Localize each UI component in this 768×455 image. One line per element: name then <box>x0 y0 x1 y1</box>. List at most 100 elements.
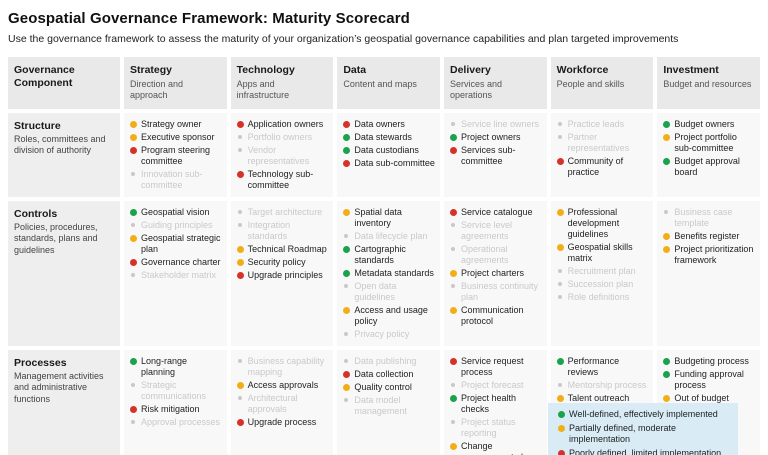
item-label: Project portfolio sub-committee <box>674 131 737 153</box>
status-dot-green-icon <box>130 357 137 365</box>
item-label: Geospatial vision <box>141 206 210 217</box>
column-header-technology: Technology Apps and infrastructure <box>230 57 334 109</box>
item-label: Partially defined, moderate implementati… <box>569 423 677 444</box>
status-dot-yellow-icon <box>663 232 671 240</box>
scorecard-item: Partner representatives <box>557 132 649 154</box>
item-label: Quality control <box>354 381 412 392</box>
status-dot-inactive-icon <box>344 358 349 363</box>
item-label: Geospatial skills matrix <box>567 241 633 263</box>
scorecard-cell-processes-strategy: Long-range planning Strategic communicati… <box>124 349 227 455</box>
scorecard-item: Strategic communications <box>130 380 222 402</box>
scorecard-cell-controls-investment: Business case template Benefits register P… <box>657 200 760 346</box>
status-dot-green-icon <box>663 357 671 365</box>
status-dot-inactive-icon <box>557 382 562 387</box>
status-dot-inactive-icon <box>237 395 242 400</box>
item-label: Spatial data inventory <box>354 206 402 228</box>
status-dot-yellow-icon <box>236 258 244 266</box>
row-description: Policies, procedures, standards, plans a… <box>14 221 98 256</box>
status-dot-inactive-icon <box>450 419 455 424</box>
scorecard-item: Metadata standards <box>343 268 435 279</box>
status-dot-inactive-icon <box>131 419 135 424</box>
scorecard-cell-controls-data: Spatial data inventory Data lifecycle pla… <box>337 200 440 346</box>
scorecard-cell-structure-data: Data owners Data stewards Data custodians D… <box>337 112 440 197</box>
scorecard-item: Technical Roadmap <box>236 244 329 255</box>
item-label: Service request process <box>460 355 524 377</box>
status-dot-yellow-icon <box>663 245 671 253</box>
scorecard-item: Practice leads <box>557 119 649 130</box>
scorecard-item: Upgrade principles <box>236 270 329 281</box>
column-header-workforce: Workforce People and skills <box>550 57 654 109</box>
item-label: Upgrade process <box>247 416 317 427</box>
item-label: Cartographic standards <box>354 243 406 265</box>
status-dot-red-icon <box>556 157 564 165</box>
column-title: Workforce <box>556 64 609 76</box>
status-dot-inactive-icon <box>237 134 242 139</box>
item-label: Service level agreements <box>460 219 513 241</box>
row-title: Controls <box>14 207 58 220</box>
scorecard-item: Succession plan <box>557 279 649 290</box>
scorecard-cell-processes-delivery: Service request process Project forecast P… <box>443 349 547 455</box>
item-label: Integration standards <box>247 219 291 241</box>
item-label: Data publishing <box>354 355 417 366</box>
item-label: Service catalogue <box>460 206 533 217</box>
status-dot-yellow-icon <box>449 269 457 277</box>
row-description: Roles, committees and division of author… <box>14 133 106 156</box>
column-subtitle: Direction and approach <box>130 79 184 100</box>
status-dot-inactive-icon <box>557 134 562 139</box>
item-label: Partner representatives <box>567 131 630 153</box>
column-title: Delivery <box>449 64 491 76</box>
scorecard-item: Access approvals <box>236 380 329 391</box>
scorecard-item: Service catalogue <box>449 206 542 218</box>
status-dot-yellow-icon <box>558 425 565 432</box>
scorecard-item: Project owners <box>449 132 542 143</box>
item-label: Mentorship process <box>567 379 647 390</box>
status-dot-inactive-icon <box>131 382 135 387</box>
scorecard-item: Data model management <box>343 395 435 417</box>
scorecard-item: Strategy owner <box>130 119 222 130</box>
page-title: Geospatial Governance Framework: Maturit… <box>8 10 410 27</box>
status-dot-inactive-icon <box>557 281 562 286</box>
scorecard-cell-processes-technology: Business capability mapping Access approv… <box>230 349 334 455</box>
column-header-strategy: Strategy Direction and approach <box>124 57 227 109</box>
status-dot-yellow-icon <box>663 394 671 402</box>
status-dot-yellow-icon <box>130 133 137 141</box>
status-dot-yellow-icon <box>236 381 244 389</box>
item-label: Business continuity plan <box>460 280 539 302</box>
scorecard-item: Open data guidelines <box>343 281 435 303</box>
row-title: Processes <box>14 356 67 369</box>
status-dot-green-icon <box>343 146 351 154</box>
scorecard-item: Cartographic standards <box>343 244 435 266</box>
status-dot-inactive-icon <box>344 397 349 402</box>
item-label: Change management plan <box>460 440 533 455</box>
scorecard-item: Portfolio owners <box>237 132 329 143</box>
column-title: Strategy <box>130 64 173 76</box>
scorecard-item: Data stewards <box>343 132 435 143</box>
status-dot-red-icon <box>236 120 244 128</box>
column-subtitle: Budget and resources <box>663 79 752 90</box>
scorecard-table: Governance Component Strategy Direction an… <box>8 57 760 455</box>
scorecard-item: Upgrade process <box>236 416 329 428</box>
row-title: Structure <box>14 119 61 132</box>
scorecard-item: Funding approval process <box>663 369 755 391</box>
item-label: Geospatial strategic plan <box>141 232 221 254</box>
scorecard-item: Mentorship process <box>557 380 649 391</box>
status-dot-inactive-icon <box>344 331 349 336</box>
item-label: Open data guidelines <box>354 280 397 302</box>
item-label: Data owners <box>354 118 405 129</box>
status-dot-inactive-icon <box>237 358 242 363</box>
item-label: Data lifecycle plan <box>354 230 428 241</box>
scorecard-item: Risk mitigation <box>130 404 222 415</box>
column-title: Governance Component <box>14 64 75 90</box>
status-dot-yellow-icon <box>449 306 457 314</box>
status-dot-red-icon <box>558 450 565 455</box>
item-label: Project prioritization framework <box>674 243 754 265</box>
legend-item-green: Well-defined, effectively implemented <box>558 409 730 420</box>
status-dot-green-icon <box>130 208 137 216</box>
scorecard-item: Business capability mapping <box>237 356 329 378</box>
status-dot-green-icon <box>449 133 457 141</box>
status-dot-inactive-icon <box>557 294 562 299</box>
item-label: Program steering committee <box>141 144 211 166</box>
column-title: Investment <box>663 64 719 76</box>
column-header-investment: Investment Budget and resources <box>657 57 760 109</box>
